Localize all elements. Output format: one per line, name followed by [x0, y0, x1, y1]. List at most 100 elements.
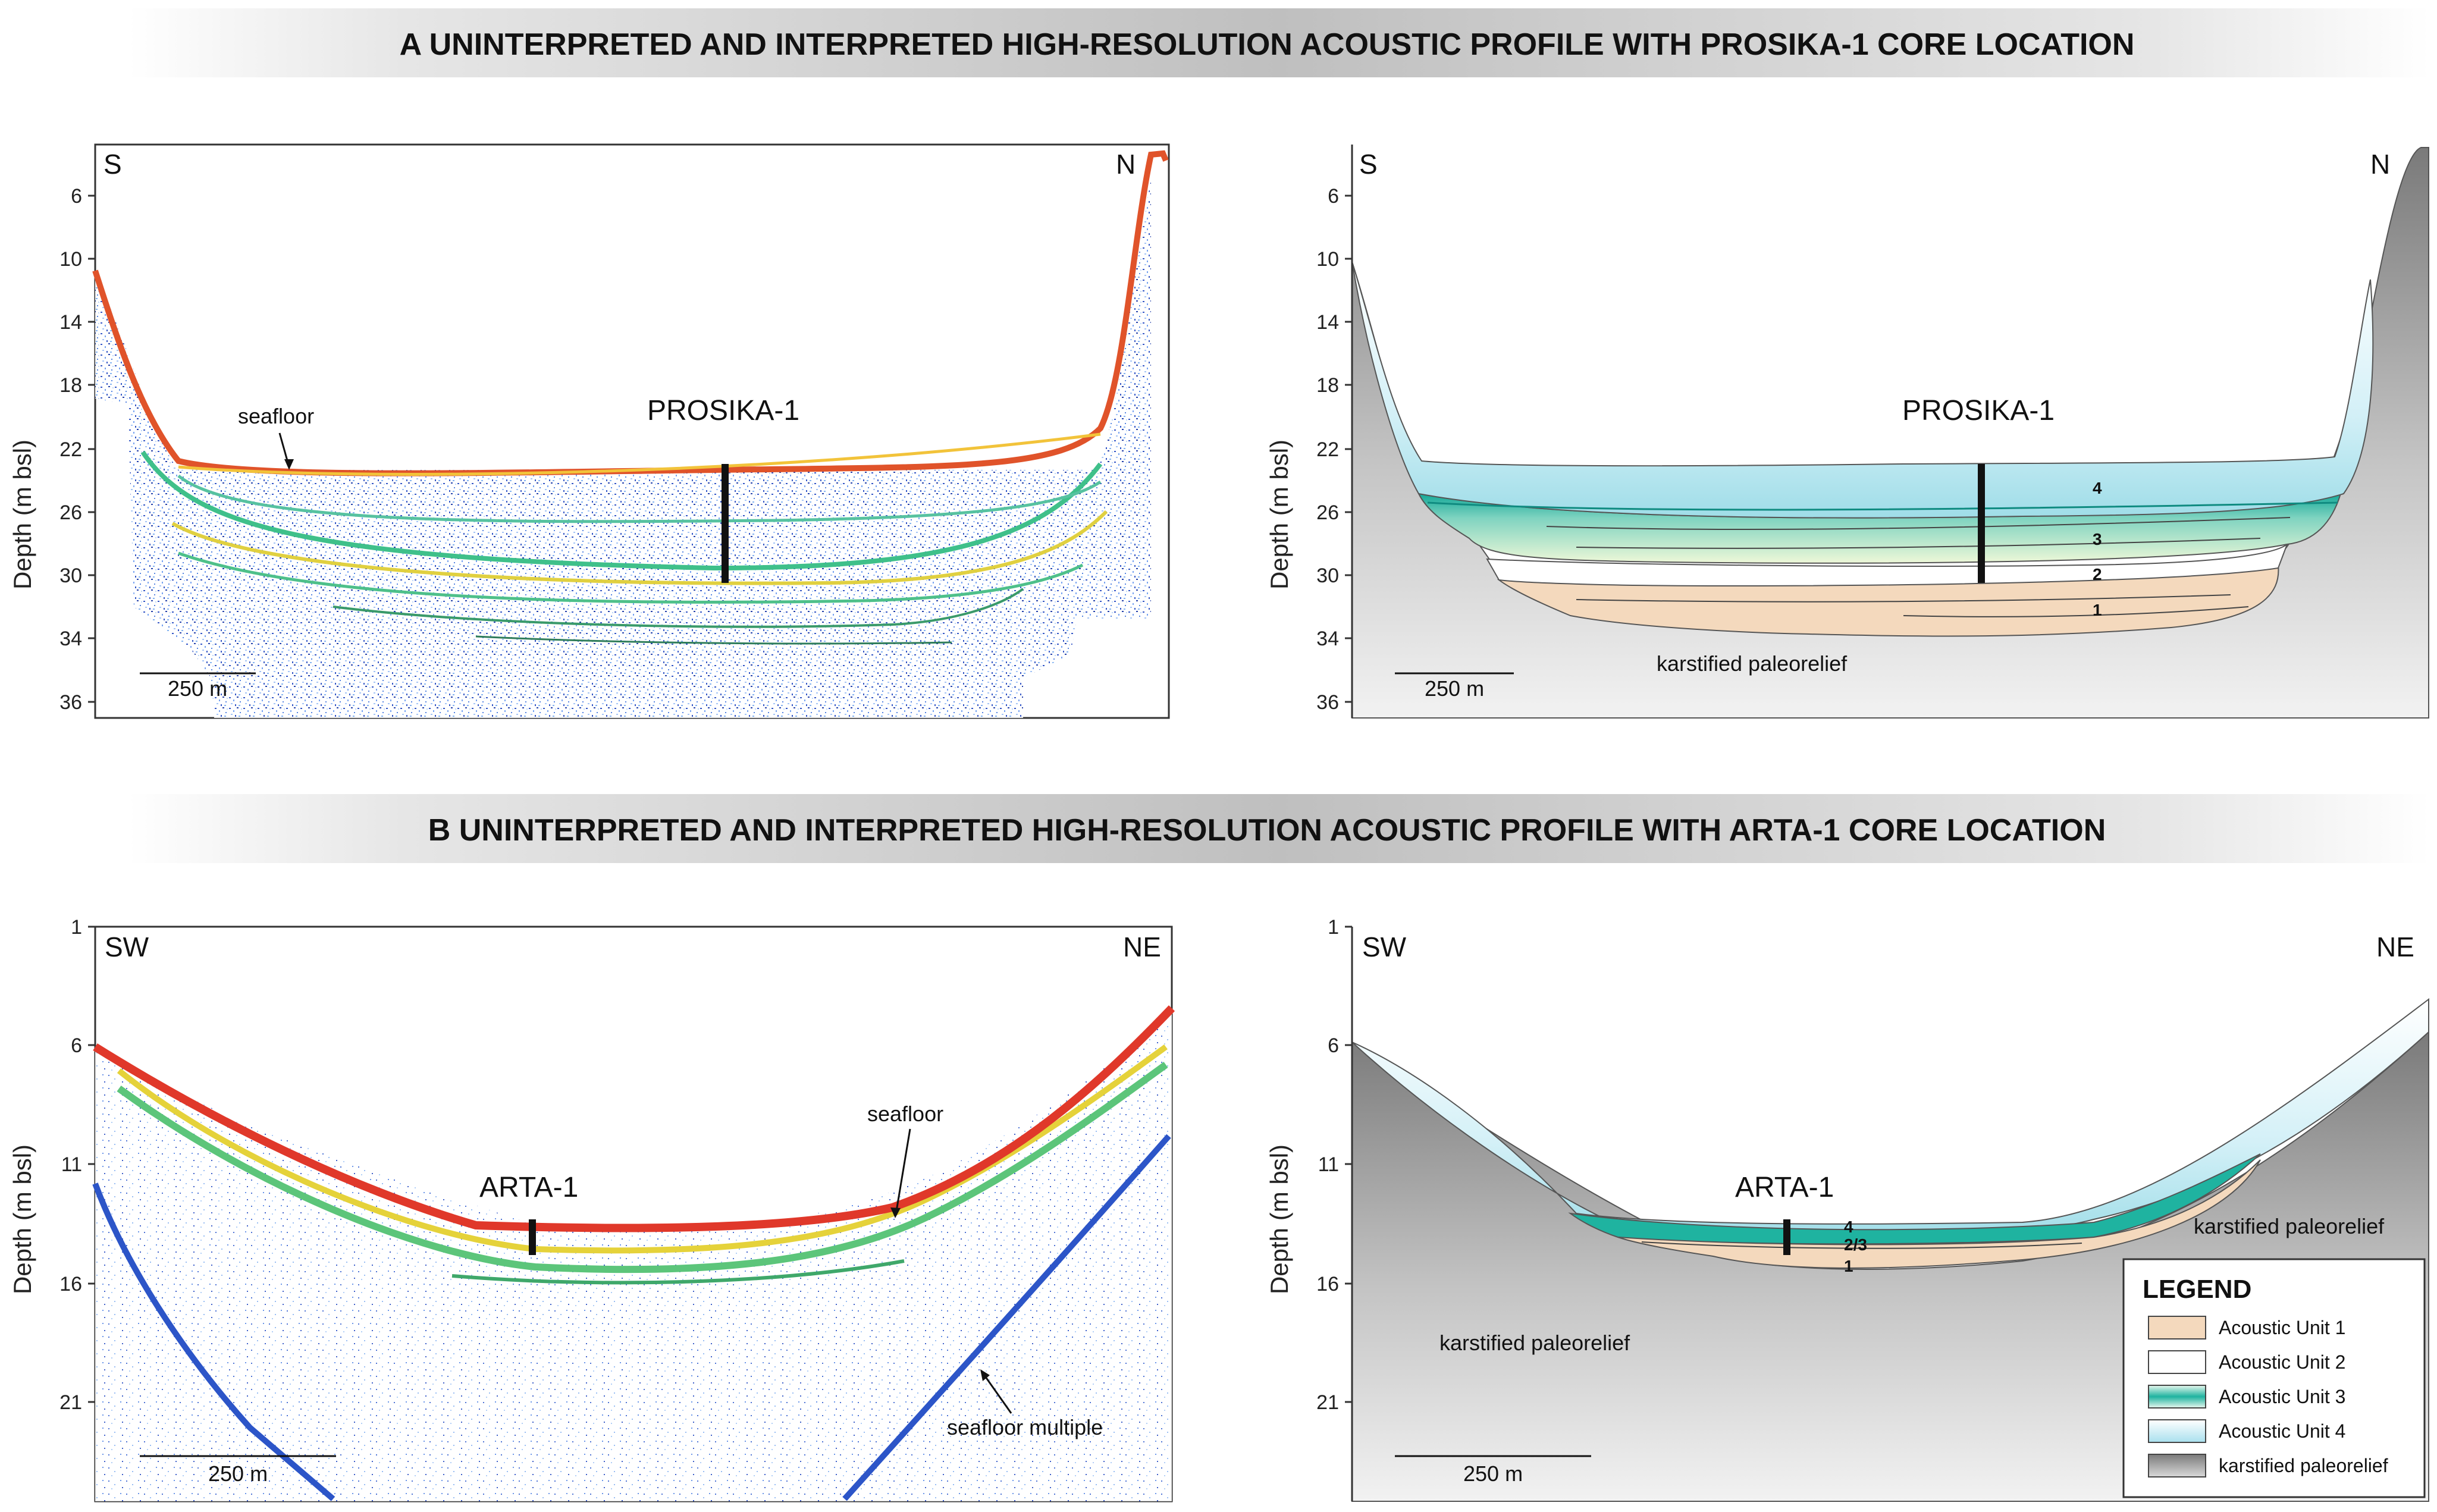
- unit-label-b-1: 1: [1844, 1257, 1853, 1275]
- axis-a-left-tick-label-18: 18: [59, 374, 82, 397]
- unit1-b: [1617, 1159, 2261, 1269]
- ylabel-b-left: Depth (m bsl): [8, 1144, 36, 1294]
- axis-a-right-tick-label-22: 22: [1316, 438, 1339, 461]
- unit-label-a-2: 2: [2093, 565, 2102, 584]
- axis-a-right-tick-label-14: 14: [1316, 311, 1339, 334]
- legend-swatch-unit3: [2148, 1385, 2206, 1409]
- ylabel-b-right: Depth (m bsl): [1265, 1144, 1293, 1294]
- core-prosika-b: [1978, 464, 1985, 583]
- seafloor-b: [93, 1005, 1175, 1232]
- reflector-a-4: [178, 551, 1084, 604]
- seafloor-label-a: seafloor: [238, 404, 314, 428]
- axis-a-right-tick-label-26: 26: [1316, 501, 1339, 524]
- karst-label-a: karstified paleorelief: [1657, 651, 1848, 676]
- core-label-a-left: PROSIKA-1: [647, 395, 799, 426]
- legend-label-karst: karstified paleorelief: [2219, 1455, 2388, 1476]
- axis-b-right-tick-label-6: 6: [1328, 1034, 1339, 1057]
- karst-label-b-right: karstified paleorelief: [2194, 1214, 2385, 1238]
- dir-right-a2: N: [2370, 149, 2390, 180]
- reflector-a-6: [475, 635, 952, 645]
- axis-b-right-tick-label-21: 21: [1316, 1391, 1339, 1414]
- multiple-left: [92, 1182, 335, 1501]
- axis-b-right-tick-label-16: 16: [1316, 1273, 1339, 1295]
- axis-a-right: 6 10 14 18 22 26 30 34 36: [1316, 145, 1353, 718]
- unit2-a: [1486, 542, 2289, 587]
- axis-b-left-tick-label-16: 16: [59, 1273, 82, 1295]
- panel-b-interpreted: ARTA-1 4 2/3 1 karstified paleorelief ka…: [1351, 927, 2429, 1502]
- scale-b-left: 250 m: [208, 1461, 268, 1486]
- axis-a-left-tick-label-6: 6: [71, 185, 82, 208]
- seismic-noise-a: [95, 178, 1151, 718]
- reflector-a-1: [140, 450, 1103, 571]
- reflector-a-3: [171, 510, 1108, 585]
- axis-b-right-tick-label-1: 1: [1328, 916, 1339, 939]
- legend-label-unit2: Acoustic Unit 2: [2219, 1351, 2345, 1373]
- axis-a-left-tick-label-26: 26: [59, 501, 82, 524]
- dir-left-a2: S: [1359, 149, 1378, 180]
- core-arta-b: [1783, 1219, 1790, 1255]
- axis-b-left-tick-label-1: 1: [71, 916, 82, 939]
- seismic-noise-b: [95, 1011, 1172, 1501]
- axis-a-right-tick-label-34: 34: [1316, 628, 1339, 650]
- panel-a-uninterpreted: PROSIKA-1 seafloor S N 250 m: [92, 143, 1170, 719]
- axis-a-left-tick-label-14: 14: [59, 311, 82, 334]
- axis-b-left-tick-label-6: 6: [71, 1034, 82, 1057]
- legend-swatch-karst: [2148, 1454, 2206, 1478]
- axis-a-right-tick-label-6: 6: [1328, 185, 1339, 208]
- banner-a: A UNINTERPRETED AND INTERPRETED HIGH-RES…: [128, 8, 2430, 77]
- dir-left-b2: SW: [1362, 931, 1407, 962]
- core-label-b-left: ARTA-1: [479, 1172, 578, 1203]
- banner-b-title: B UNINTERPRETED AND INTERPRETED HIGH-RES…: [428, 813, 2106, 848]
- axis-a-left-tick-label-36: 36: [59, 691, 82, 714]
- unit-label-b-23: 2/3: [1844, 1235, 1867, 1254]
- reflector-a-5: [333, 588, 1024, 628]
- unit-label-b-4: 4: [1844, 1218, 1853, 1236]
- scale-a-right: 250 m: [1425, 676, 1484, 701]
- unit-label-a-3: 3: [2093, 530, 2102, 548]
- legend-label-unit3: Acoustic Unit 3: [2219, 1386, 2345, 1407]
- axis-a-right-tick-label-30: 30: [1316, 564, 1339, 587]
- core-prosika-a: [722, 464, 729, 583]
- axis-a-left-tick-label-10: 10: [59, 248, 82, 271]
- karst-label-b-left: karstified paleorelief: [1439, 1331, 1630, 1355]
- legend-label-unit4: Acoustic Unit 4: [2219, 1420, 2345, 1442]
- dir-right-a1: N: [1116, 149, 1136, 180]
- panel-b-uninterpreted: ARTA-1 seafloor seafloor multiple SW NE …: [92, 926, 1175, 1502]
- scale-b-right: 250 m: [1463, 1461, 1523, 1486]
- axis-a-right-tick-label-18: 18: [1316, 374, 1339, 397]
- unit-label-a-1: 1: [2093, 601, 2102, 619]
- legend-title: LEGEND: [2143, 1275, 2251, 1304]
- multiple-right: [842, 1134, 1171, 1501]
- legend-swatch-unit4: [2148, 1419, 2206, 1443]
- axis-a-left: 6 10 14 18 22 26 30 34 36: [59, 185, 95, 714]
- seafloor-a: [92, 150, 1169, 476]
- axis-b-left-tick-label-21: 21: [59, 1391, 82, 1414]
- dir-left-a1: S: [103, 149, 122, 180]
- ylabel-a-right: Depth (m bsl): [1265, 440, 1293, 589]
- legend-label-unit1: Acoustic Unit 1: [2219, 1317, 2345, 1338]
- unit4-a: [1351, 261, 2374, 519]
- ylabel-a-left: Depth (m bsl): [8, 440, 36, 589]
- axis-a-left-tick-label-22: 22: [59, 438, 82, 461]
- legend-swatch-unit1: [2148, 1316, 2206, 1340]
- axis-a-left-tick-label-30: 30: [59, 564, 82, 587]
- banner-b: B UNINTERPRETED AND INTERPRETED HIGH-RES…: [128, 794, 2430, 863]
- axis-a-right-tick-label-36: 36: [1316, 691, 1339, 714]
- scale-a-left: 250 m: [168, 676, 227, 701]
- core-label-a-right: PROSIKA-1: [1902, 395, 2055, 426]
- panel-a-interpreted: PROSIKA-1 4 3 2 1 karstified paleorelief…: [1351, 144, 2429, 719]
- core-arta-a: [529, 1219, 536, 1255]
- legend: LEGEND Acoustic Unit 1 Acoustic Unit 2 A…: [2122, 1258, 2426, 1498]
- multiple-label-b: seafloor multiple: [947, 1415, 1103, 1439]
- axis-a-right-tick-label-10: 10: [1316, 248, 1339, 271]
- dir-right-b2: NE: [2376, 931, 2414, 962]
- unit-label-a-4: 4: [2093, 479, 2102, 497]
- banner-a-title: A UNINTERPRETED AND INTERPRETED HIGH-RES…: [400, 27, 2135, 62]
- dir-right-b1: NE: [1123, 931, 1161, 962]
- axis-b-right-tick-label-11: 11: [1318, 1153, 1339, 1176]
- dir-left-b1: SW: [105, 931, 149, 962]
- reflector-a-2: [177, 475, 1102, 523]
